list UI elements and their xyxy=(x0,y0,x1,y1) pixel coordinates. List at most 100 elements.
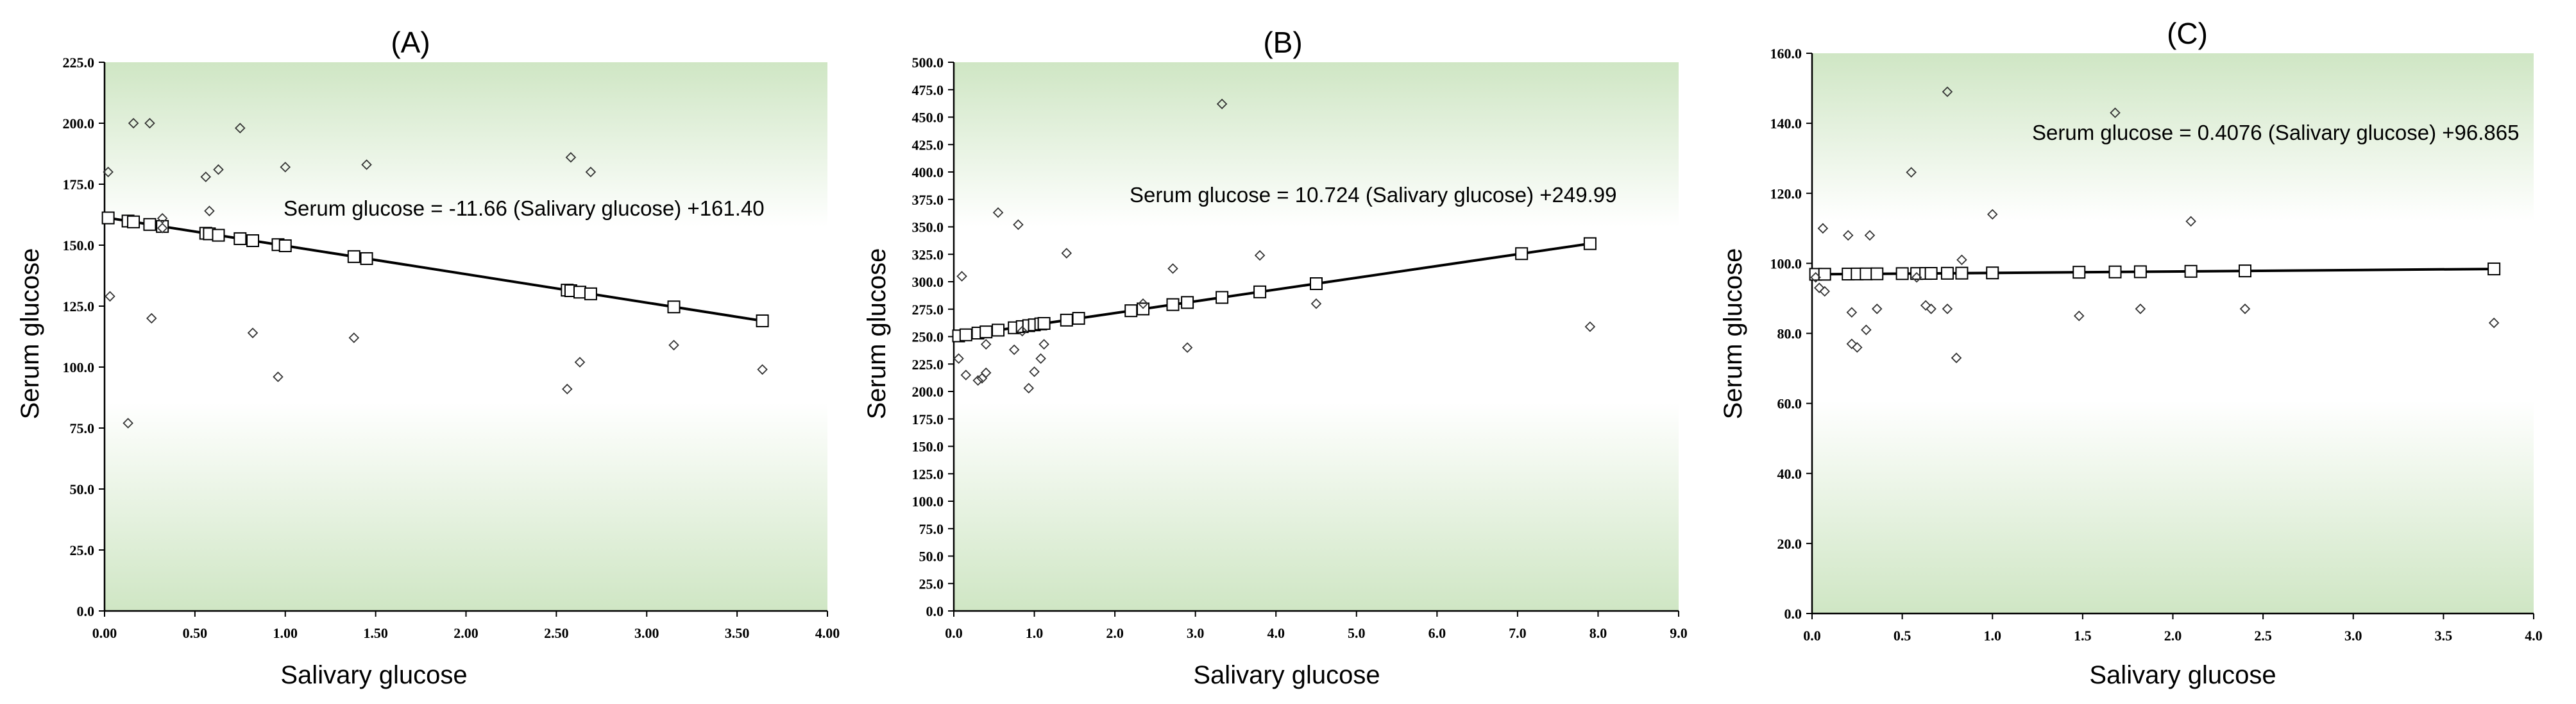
chart-c-equation: Serum glucose = 0.4076 (Salivary glucose… xyxy=(2032,121,2519,144)
chart-a: (A) Salivary glucose Serum glucose Serum… xyxy=(16,26,840,689)
observed-point xyxy=(1951,352,1962,363)
predicted-point xyxy=(143,218,157,231)
x-tick-label: 4.00 xyxy=(815,625,840,641)
observed-point xyxy=(1254,250,1266,261)
predicted-point xyxy=(2108,265,2122,279)
y-tick-label: 0.0 xyxy=(1784,606,1802,622)
y-tick-label: 225.0 xyxy=(912,356,944,372)
chart-c-ylabel: Serum glucose xyxy=(1719,248,1747,420)
y-tick-label: 100.0 xyxy=(912,494,944,510)
observed-point xyxy=(1842,230,1854,241)
x-tick-label: 0.5 xyxy=(1894,628,1911,644)
x-tick-label: 0.00 xyxy=(92,625,117,641)
x-tick-label: 1.50 xyxy=(363,625,388,641)
predicted-point xyxy=(1060,313,1073,327)
observed-point xyxy=(204,205,215,217)
predicted-point xyxy=(2239,264,2251,278)
observed-point xyxy=(1061,248,1072,259)
predicted-point xyxy=(347,250,360,263)
observed-point xyxy=(146,313,157,324)
observed-point xyxy=(1861,324,1872,336)
y-tick-label: 200.0 xyxy=(912,384,944,400)
observed-point xyxy=(1956,254,1967,266)
y-tick-label: 75.0 xyxy=(70,420,95,436)
y-tick-label: 20.0 xyxy=(1777,536,1802,552)
y-tick-label: 140.0 xyxy=(1770,116,1802,132)
x-tick-label: 5.0 xyxy=(1348,625,1366,641)
observed-point xyxy=(144,117,155,129)
chart-b-plot-area xyxy=(954,62,1679,611)
observed-point xyxy=(1906,167,1917,178)
chart-a-xlabel: Salivary glucose xyxy=(280,661,467,689)
y-tick-label: 100.0 xyxy=(63,359,95,375)
y-tick-label: 150.0 xyxy=(912,439,944,455)
predicted-point xyxy=(584,287,597,300)
observed-point xyxy=(1911,271,1922,283)
observed-point xyxy=(2110,107,2121,119)
chart-c-marks xyxy=(1809,53,2534,615)
y-tick-label: 350.0 xyxy=(912,219,944,236)
observed-point xyxy=(157,223,168,234)
observed-point xyxy=(1182,342,1193,353)
observed-point xyxy=(213,164,224,175)
observed-point xyxy=(123,418,133,429)
y-tick-label: 450.0 xyxy=(912,110,944,126)
chart-b-title: (B) xyxy=(1263,26,1302,59)
predicted-point xyxy=(992,323,1005,337)
predicted-point xyxy=(360,252,373,265)
predicted-point xyxy=(278,239,292,252)
predicted-point xyxy=(1818,268,1831,281)
observed-point xyxy=(585,166,597,178)
observed-point xyxy=(1008,344,1020,356)
y-tick-label: 120.0 xyxy=(1770,185,1802,202)
observed-point xyxy=(1987,209,1998,220)
observed-point xyxy=(348,332,360,343)
predicted-point xyxy=(127,215,140,228)
observed-point xyxy=(1013,219,1024,230)
chart-a-y-ticks: 0.0 25.0 50.0 75.0 100.0 125.0 150.0 175.0 200.0… xyxy=(63,55,105,619)
observed-point xyxy=(1846,338,1858,350)
observed-point xyxy=(574,357,586,368)
y-tick-label: 75.0 xyxy=(919,521,944,537)
chart-b-ylabel: Serum glucose xyxy=(863,248,891,420)
predicted-point xyxy=(2072,266,2086,279)
predicted-point xyxy=(212,228,225,242)
observed-point xyxy=(2135,304,2146,314)
observed-point xyxy=(1167,263,1178,274)
observed-point xyxy=(565,151,577,163)
x-tick-label: 2.50 xyxy=(544,625,569,641)
observed-point xyxy=(953,353,964,364)
x-tick-label: 4.0 xyxy=(2525,628,2543,644)
predicted-point xyxy=(1515,247,1529,261)
observed-point xyxy=(1137,298,1149,309)
predicted-point xyxy=(573,286,587,299)
observed-point xyxy=(992,207,1004,218)
observed-point xyxy=(103,166,114,178)
chart-b-xlabel: Salivary glucose xyxy=(1193,661,1380,689)
x-tick-label: 4.0 xyxy=(1267,625,1285,641)
observed-point xyxy=(2185,216,2196,227)
chart-b: (B) Salivary glucose Serum glucose Serum… xyxy=(863,26,1688,689)
observed-point xyxy=(1920,300,1931,311)
chart-c-y-ticks: 0.0 20.0 40.0 60.0 80.0 100.0 120.0 140.0 160.0 xyxy=(1770,46,1812,622)
x-tick-label: 1.5 xyxy=(2074,628,2092,644)
predicted-point xyxy=(101,211,115,225)
y-tick-label: 225.0 xyxy=(63,55,95,71)
observed-point xyxy=(2239,304,2251,314)
observed-point xyxy=(757,364,768,375)
observed-point xyxy=(1819,286,1830,297)
y-tick-label: 475.0 xyxy=(912,82,944,98)
observed-point xyxy=(280,162,291,173)
observed-point xyxy=(1023,382,1035,394)
x-tick-label: 0.0 xyxy=(1803,628,1821,644)
x-tick-label: 1.0 xyxy=(1984,628,2002,644)
observed-point xyxy=(1038,339,1049,350)
observed-point xyxy=(1310,298,1322,309)
predicted-point xyxy=(1181,296,1194,309)
observed-point xyxy=(235,123,246,133)
x-tick-label: 8.0 xyxy=(1589,625,1607,641)
predicted-point xyxy=(1940,266,1954,280)
observed-point xyxy=(980,367,992,379)
observed-point xyxy=(200,171,212,182)
